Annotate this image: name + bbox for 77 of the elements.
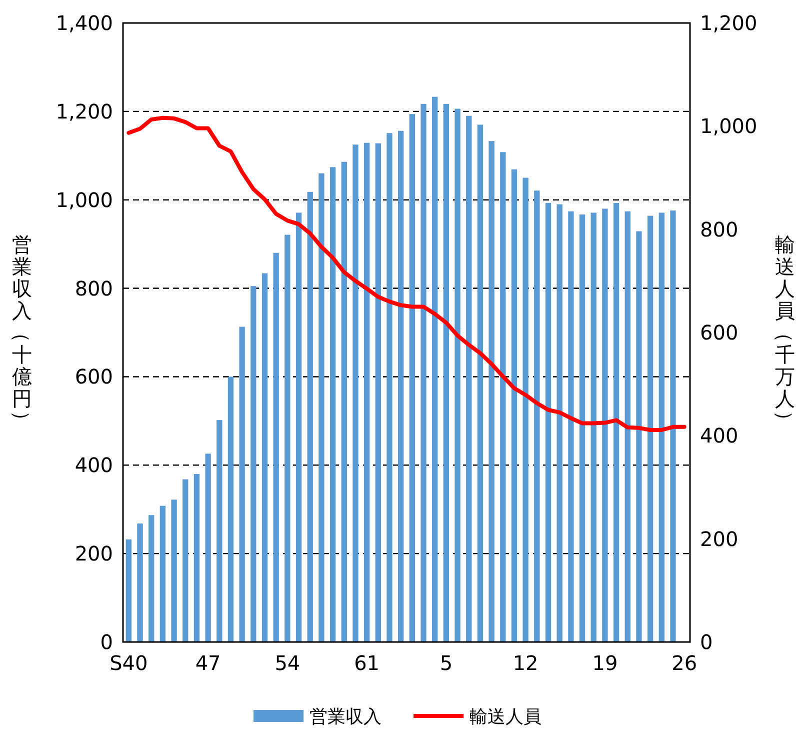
y2-tick-label: 400 <box>700 424 738 448</box>
bar <box>466 116 472 642</box>
line-series <box>126 116 686 432</box>
bar <box>386 133 392 642</box>
y-tick-label: 1,400 <box>56 11 113 35</box>
bar <box>443 104 450 642</box>
x-tick-label: S40 <box>110 651 148 675</box>
bar <box>647 216 654 642</box>
bar <box>613 202 620 642</box>
x-tick-label: 5 <box>440 651 453 675</box>
bar <box>205 454 211 642</box>
legend-label: 営業収入 <box>310 706 382 728</box>
bar <box>284 234 290 642</box>
bar <box>194 474 200 642</box>
bar <box>318 173 324 642</box>
y2-tick-label: 0 <box>700 630 713 654</box>
bar <box>636 231 642 642</box>
bar <box>568 211 574 642</box>
y-tick-label: 200 <box>74 542 113 566</box>
bar <box>522 178 528 642</box>
bar <box>602 208 608 642</box>
bar <box>432 96 438 642</box>
x-tick-label: 12 <box>512 651 538 675</box>
bar <box>590 212 596 642</box>
bar <box>126 539 132 642</box>
bar <box>375 143 381 642</box>
bar <box>330 167 336 642</box>
bar <box>556 204 562 642</box>
bar <box>250 286 256 642</box>
legend-label: 輸送人員 <box>470 706 542 728</box>
y2-tick-label: 1,000 <box>700 114 758 138</box>
text: 輸送人員（千万人） <box>773 232 797 430</box>
bar <box>296 212 302 642</box>
bar <box>534 190 540 642</box>
bar <box>511 169 518 642</box>
bar <box>545 202 552 642</box>
bar <box>341 162 347 642</box>
y-tick-label: 1,000 <box>56 188 113 212</box>
y2-tick-label: 1,200 <box>700 11 758 35</box>
bar <box>182 479 188 642</box>
bar <box>262 273 268 642</box>
x-tick-label: 61 <box>354 651 380 675</box>
bar <box>137 524 143 642</box>
y-tick-label: 800 <box>74 276 113 300</box>
bar <box>228 376 234 642</box>
y-tick-label: 600 <box>74 364 113 389</box>
bar <box>364 142 370 642</box>
bar <box>409 114 416 642</box>
bar <box>273 252 279 642</box>
bar <box>160 506 166 642</box>
bar <box>420 104 426 642</box>
x-tick-label: 26 <box>672 651 698 675</box>
x-tick-label: 54 <box>274 651 300 675</box>
bar <box>352 144 358 642</box>
bar <box>239 326 245 642</box>
y2-tick-label: 200 <box>700 526 738 551</box>
bar <box>216 420 222 642</box>
text: 営業収入（十億円） <box>10 232 34 430</box>
y2-tick-label: 800 <box>700 217 738 242</box>
x-tick-label: 19 <box>592 651 618 675</box>
bar <box>171 500 177 642</box>
x-tick-label: 47 <box>195 651 221 675</box>
y-tick-label: 0 <box>100 630 113 654</box>
y-tick-label: 400 <box>74 453 113 478</box>
bar <box>579 214 586 642</box>
bar <box>658 212 664 642</box>
bar <box>670 210 676 642</box>
bar <box>477 124 484 642</box>
bar <box>500 152 506 642</box>
bar <box>307 192 313 642</box>
bar <box>398 130 404 642</box>
y-tick-label: 1,200 <box>56 99 113 124</box>
bar <box>454 108 460 642</box>
bar <box>624 211 630 642</box>
y2-tick-label: 600 <box>700 320 738 344</box>
bar <box>488 141 494 642</box>
bar <box>148 515 154 642</box>
